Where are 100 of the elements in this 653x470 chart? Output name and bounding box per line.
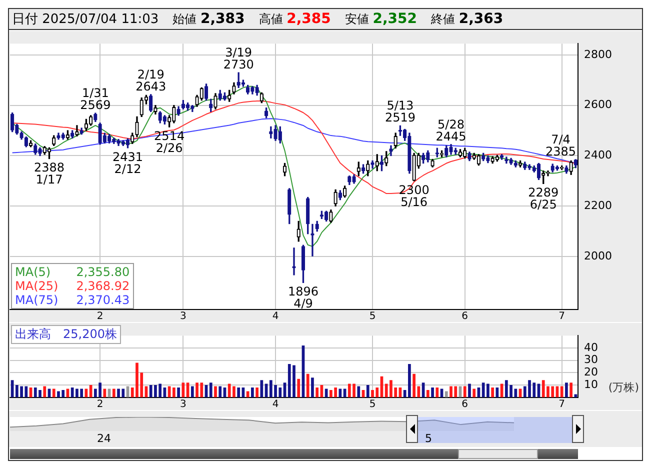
- candlestick: [352, 174, 356, 184]
- candlestick: [301, 244, 306, 284]
- candlestick: [75, 125, 79, 136]
- bar: [311, 378, 314, 398]
- annotation: 2/19 2643: [136, 67, 166, 94]
- candlestick: [504, 156, 508, 164]
- candlestick: [546, 170, 550, 176]
- candlestick: [260, 92, 264, 104]
- x-tick-label: 3: [180, 310, 186, 322]
- y-tick-label: 30: [584, 353, 598, 366]
- candlestick: [514, 160, 518, 168]
- bar: [297, 378, 300, 398]
- text: MA(5) 2,355.80: [15, 265, 130, 279]
- candlestick: [518, 160, 522, 168]
- text: 始値 2,383: [172, 10, 245, 28]
- text: MA(75) 2,370.43: [15, 293, 130, 307]
- text: 24: [97, 432, 111, 445]
- y-tick-label: 10: [584, 378, 598, 391]
- annotation: 5/13 2519: [384, 98, 416, 125]
- candlestick: [509, 158, 513, 165]
- candlestick: [135, 116, 139, 138]
- candlestick: [130, 132, 134, 144]
- annotation: 2289 6/25: [528, 186, 559, 212]
- candlestick: [24, 136, 28, 148]
- bar: [426, 390, 430, 398]
- annotation: 5/28 2445: [436, 117, 466, 144]
- candlestick: [292, 248, 296, 276]
- candlestick: [204, 84, 208, 101]
- candlestick: [278, 126, 282, 144]
- bar: [218, 386, 222, 398]
- bar: [324, 388, 328, 398]
- bar: [565, 382, 568, 398]
- text: 安値 2,352: [344, 10, 418, 28]
- candlestick: [389, 145, 393, 156]
- bar: [412, 374, 416, 398]
- x-tick-label: 7: [558, 310, 566, 322]
- bar: [43, 386, 46, 398]
- candlestick: [523, 162, 527, 170]
- bar: [357, 386, 360, 398]
- candlestick: [296, 220, 300, 242]
- bar: [560, 386, 564, 398]
- candlestick: [564, 165, 568, 174]
- candlestick: [574, 159, 578, 168]
- candlestick: [274, 125, 278, 141]
- bar: [52, 388, 56, 398]
- bar: [306, 374, 310, 398]
- text: 終値 2,363: [431, 10, 504, 28]
- candlestick: [214, 93, 218, 110]
- candlestick: [482, 152, 486, 162]
- bar: [190, 386, 194, 398]
- annotation: 1/31 2569: [80, 86, 111, 112]
- candlestick: [486, 155, 490, 164]
- candlestick: [468, 152, 472, 162]
- candlestick: [384, 151, 388, 166]
- bar: [177, 388, 180, 398]
- candlestick: [366, 160, 370, 176]
- annotation: 2388 1/17: [34, 160, 65, 187]
- candlestick: [555, 165, 560, 171]
- candlestick: [70, 130, 74, 138]
- y-tick-label: 2400: [584, 148, 612, 162]
- candlestick: [107, 134, 112, 144]
- bar: [237, 388, 240, 398]
- y-axis-title: (万株): [608, 380, 639, 395]
- bar: [260, 380, 264, 398]
- x-tick-label: 6: [462, 398, 468, 410]
- candlestick: [536, 162, 541, 180]
- bar: [214, 386, 217, 398]
- bar: [246, 391, 250, 398]
- candlestick: [356, 162, 360, 176]
- candlestick: [209, 98, 213, 112]
- candlestick: [47, 147, 52, 160]
- x-tick-label: 4: [272, 398, 279, 410]
- candlestick: [500, 154, 504, 160]
- candlestick: [282, 162, 287, 176]
- annotation: 1896 4/9: [288, 284, 319, 311]
- x-tick-label: 3: [180, 398, 186, 410]
- candlestick: [52, 135, 56, 146]
- bar: [468, 384, 471, 398]
- x-tick-label: 6: [462, 310, 468, 322]
- annotation: 2431 2/12: [112, 150, 144, 176]
- candlestick: [116, 139, 120, 146]
- bar: [463, 386, 466, 398]
- candlestick: [232, 82, 236, 94]
- candlestick: [94, 112, 98, 122]
- candlestick: [176, 106, 180, 116]
- candlestick: [269, 126, 273, 138]
- y-tick-label: 2800: [584, 48, 612, 61]
- candlestick: [329, 210, 333, 223]
- candlestick: [394, 132, 398, 148]
- bar: [256, 388, 258, 398]
- x-tick-label: 5: [369, 398, 376, 410]
- candlestick: [255, 84, 259, 96]
- bar: [338, 388, 342, 398]
- candlestick: [10, 112, 14, 132]
- y-tick-label: 40: [584, 340, 598, 354]
- bar: [570, 382, 573, 398]
- bar: [209, 382, 212, 398]
- bar: [103, 388, 106, 398]
- candlestick: [56, 132, 60, 140]
- x-tick-label: 5: [369, 310, 376, 322]
